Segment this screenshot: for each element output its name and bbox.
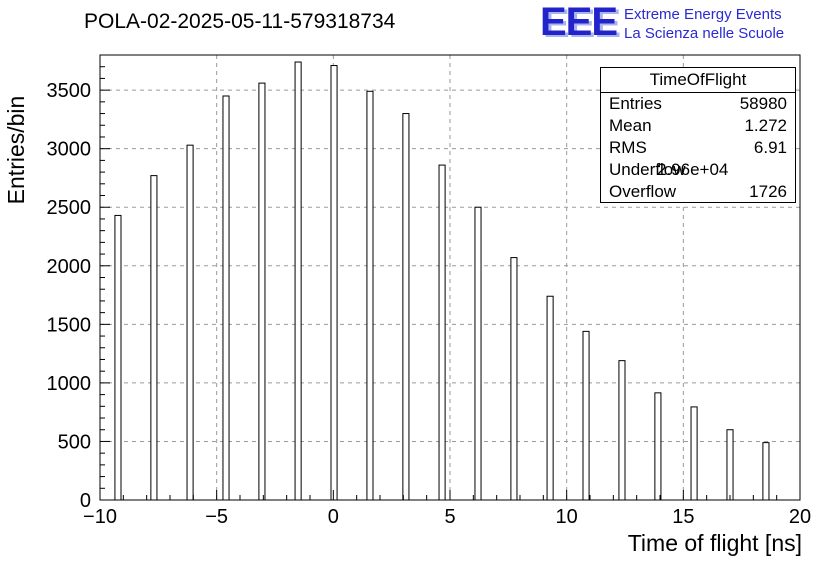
x-tick-label: 15 xyxy=(672,506,694,528)
stats-label: Underflow xyxy=(609,160,686,179)
stats-row-underflow: Underflow 2.96e+04 xyxy=(601,159,795,181)
histogram-bar xyxy=(582,330,590,501)
x-tick-label: 20 xyxy=(789,506,811,528)
x-tick-label: 0 xyxy=(328,506,339,528)
x-tick-label: −5 xyxy=(205,506,228,528)
stats-label: Overflow xyxy=(609,182,677,201)
stats-value: 6.91 xyxy=(753,138,787,157)
x-tick-label: −10 xyxy=(83,506,117,528)
y-tick-label: 1000 xyxy=(47,373,92,395)
histogram-bar xyxy=(474,206,482,501)
histogram-bar xyxy=(114,214,122,501)
stats-label: RMS xyxy=(609,138,647,157)
y-tick-label: 2000 xyxy=(47,256,92,278)
x-axis-title: Time of flight [ns] xyxy=(628,530,802,556)
stats-label: Entries xyxy=(609,94,662,113)
histogram-bar xyxy=(402,113,410,501)
stats-box-title: TimeOfFlight xyxy=(601,68,795,93)
y-axis-title: Entries/bin xyxy=(3,96,29,205)
stats-value: 1726 xyxy=(749,182,787,201)
histogram-bar xyxy=(438,164,446,501)
stats-value: 1.272 xyxy=(744,116,787,135)
histogram-bar xyxy=(726,429,734,501)
y-tick-label: 0 xyxy=(80,490,91,512)
stats-value: 2.96e+04 xyxy=(657,160,729,179)
eee-logo-captions: Extreme Energy Events La Scienza nelle S… xyxy=(624,2,784,43)
histogram-bar xyxy=(510,257,518,501)
x-tick-label: 5 xyxy=(444,506,455,528)
stats-row-entries: Entries 58980 xyxy=(601,93,795,115)
histogram-bar xyxy=(294,61,302,501)
logo-caption-line1: Extreme Energy Events xyxy=(624,6,782,23)
histogram-bar xyxy=(366,90,374,501)
logo-caption-line2: La Scienza nelle Scuole xyxy=(624,25,785,42)
histogram-bar xyxy=(330,65,338,501)
y-tick-label: 2500 xyxy=(47,197,92,219)
histogram-bar xyxy=(546,295,554,501)
stats-label: Mean xyxy=(609,116,652,135)
histogram-bar xyxy=(618,360,626,501)
stats-row-rms: RMS 6.91 xyxy=(601,137,795,159)
plot-title: POLA-02-2025-05-11-579318734 xyxy=(84,10,396,33)
histogram-bar xyxy=(654,392,662,501)
histogram-bar xyxy=(258,82,266,501)
y-tick-label: 3500 xyxy=(47,80,92,102)
histogram-bar xyxy=(186,144,194,501)
eee-logo: EEE Extreme Energy Events La Scienza nel… xyxy=(540,2,784,43)
eee-logo-text: EEE xyxy=(540,0,618,44)
stats-value: 58980 xyxy=(739,94,787,113)
y-tick-label: 1500 xyxy=(47,314,92,336)
x-tick-label: 10 xyxy=(556,506,578,528)
stats-box: TimeOfFlight Entries 58980 Mean 1.272 RM… xyxy=(600,67,796,203)
stats-row-overflow: Overflow 1726 xyxy=(601,181,795,203)
histogram-bar xyxy=(150,175,158,501)
y-tick-label: 500 xyxy=(58,431,91,453)
y-tick-label: 3000 xyxy=(47,139,92,161)
histogram-bar xyxy=(222,95,230,501)
stats-row-mean: Mean 1.272 xyxy=(601,115,795,137)
histogram-bar xyxy=(690,406,698,501)
histogram-bar xyxy=(762,442,770,501)
